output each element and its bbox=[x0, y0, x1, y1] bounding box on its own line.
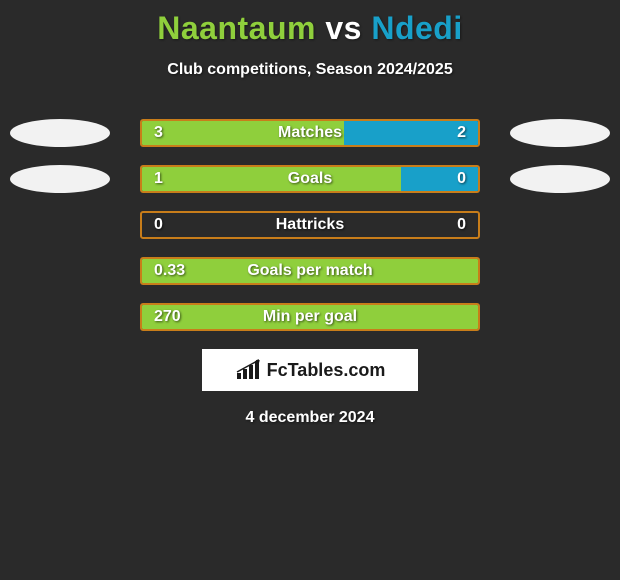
stat-row: 0.33Goals per match bbox=[0, 257, 620, 285]
stat-row: 10Goals bbox=[0, 165, 620, 193]
comparison-card: Naantaum vs Ndedi Club competitions, Sea… bbox=[0, 0, 620, 580]
stat-label: Hattricks bbox=[142, 213, 478, 237]
page-title: Naantaum vs Ndedi bbox=[0, 0, 620, 47]
bar-fill-left bbox=[142, 121, 344, 145]
player2-badge bbox=[510, 119, 610, 147]
player1-badge bbox=[10, 165, 110, 193]
stat-value-left: 0 bbox=[154, 213, 163, 237]
brand-logo[interactable]: FcTables.com bbox=[202, 349, 418, 391]
brand-text: FcTables.com bbox=[267, 360, 386, 381]
player1-name: Naantaum bbox=[157, 10, 316, 46]
vs-label: vs bbox=[325, 10, 362, 46]
bar-track: 0 0Hattricks bbox=[140, 211, 480, 239]
bar-track: 32Matches bbox=[140, 119, 480, 147]
player2-name: Ndedi bbox=[371, 10, 462, 46]
stat-row: 270Min per goal bbox=[0, 303, 620, 331]
player2-badge bbox=[510, 165, 610, 193]
bar-fill-right bbox=[344, 121, 478, 145]
stat-value-right: 0 bbox=[457, 213, 466, 237]
player1-badge bbox=[10, 119, 110, 147]
stats-chart: 32Matches 10Goals 0 0Hattricks 0.33Goals per… bbox=[0, 119, 620, 331]
bar-fill-left bbox=[142, 167, 401, 191]
stat-row: 0 0Hattricks bbox=[0, 211, 620, 239]
bar-track: 270Min per goal bbox=[140, 303, 480, 331]
date-label: 4 december 2024 bbox=[0, 409, 620, 427]
bar-track: 0.33Goals per match bbox=[140, 257, 480, 285]
bar-track: 10Goals bbox=[140, 165, 480, 193]
bar-fill-left bbox=[142, 305, 478, 329]
bars-icon bbox=[235, 359, 263, 381]
bar-fill-left bbox=[142, 259, 478, 283]
subtitle: Club competitions, Season 2024/2025 bbox=[0, 61, 620, 79]
stat-row: 32Matches bbox=[0, 119, 620, 147]
bar-fill-right bbox=[401, 167, 478, 191]
